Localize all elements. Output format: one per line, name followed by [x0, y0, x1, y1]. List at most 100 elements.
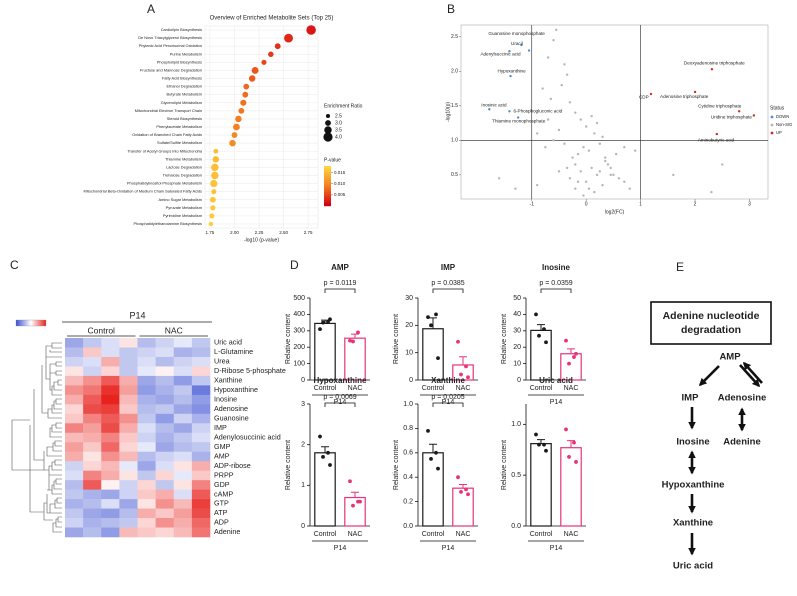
row-label: AMP [214, 451, 230, 460]
pathway-node: Adenosine [718, 393, 767, 404]
heatmap-cell [65, 338, 84, 348]
x-axis-label: P14 [442, 399, 455, 406]
point [537, 442, 541, 447]
size-legend-title: Enrichment Ratio [324, 103, 363, 109]
point [590, 114, 593, 118]
point-label: Adenylsuccinic acid [480, 51, 521, 56]
heatmap-cell [173, 461, 193, 471]
point [429, 457, 433, 461]
legend-title: Status [770, 105, 785, 111]
point [459, 372, 463, 377]
colorbar-step [324, 184, 331, 187]
point-label: Cytidine triphosphate [698, 104, 742, 109]
heatmap-cell [101, 385, 120, 396]
point [710, 190, 713, 194]
row-label: Uric acid [214, 338, 242, 347]
chart-title: Uric acid [539, 376, 573, 385]
x-tick-label: 2.00 [230, 230, 239, 235]
heatmap-cell [83, 470, 102, 481]
error-bar [351, 491, 359, 498]
bar [344, 496, 366, 527]
colorbar-step [324, 186, 331, 189]
heatmap-cell [119, 404, 138, 415]
x-tick-label: Control [314, 385, 337, 392]
point [546, 56, 550, 59]
heatmap-cell [65, 442, 84, 453]
heatmap-cell [173, 442, 193, 453]
chart-title: Hypoxanthine [314, 376, 367, 385]
point [623, 180, 626, 183]
heatmap-cell [65, 394, 84, 405]
point [544, 146, 547, 149]
heatmap-cell [191, 347, 211, 358]
heatmap-cell [119, 394, 138, 405]
heatmap-key [15, 319, 47, 327]
colorbar-step [324, 174, 331, 177]
dot [261, 59, 267, 65]
point [649, 92, 653, 96]
heatmap-cell [119, 499, 138, 509]
point [426, 428, 430, 433]
category-label: Sulfate/Sulfite Metabolism [157, 140, 202, 145]
category-label: Oxidation of Branched Chain Fatty Acids [132, 132, 202, 137]
size-legend-dot [324, 126, 332, 134]
colorbar-step [324, 166, 331, 169]
row-label: Adenine [214, 527, 240, 536]
colorbar-label: 0.005 [334, 192, 346, 197]
x-axis-label: -log10 (p-value) [244, 237, 279, 243]
point [590, 166, 593, 170]
point [628, 187, 631, 190]
colorbar-step [324, 170, 331, 173]
significance-bracket [540, 288, 572, 293]
pathway-node: Xanthine [673, 518, 713, 529]
y-axis-label: Relative content [501, 440, 508, 490]
row-label: Guanosine [214, 413, 249, 422]
heatmap-cell [101, 375, 120, 386]
row-label: GTP [214, 499, 229, 508]
x-tick-label: Control [530, 531, 553, 538]
point [509, 74, 512, 78]
x-tick-label: NAC [348, 385, 363, 392]
row-label: L-Glutamine [214, 347, 253, 356]
heatmap-cell [191, 527, 211, 538]
heatmap-cell [137, 385, 156, 396]
point [604, 156, 607, 159]
heatmap-cell [83, 385, 102, 396]
point [497, 177, 501, 180]
error-bar [537, 324, 545, 331]
y-tick-label: 0 [409, 377, 413, 384]
row-label: Adenylosuccinic acid [214, 432, 281, 441]
x-tick-label: 2.25 [255, 230, 264, 235]
x-axis-label: P14 [442, 545, 455, 552]
y-axis-label: -log10(p) [445, 102, 451, 122]
point [534, 312, 538, 317]
heatmap-cell [119, 442, 138, 453]
heatmap-cell [119, 518, 138, 528]
point [565, 73, 569, 76]
chart-title: AMP [331, 263, 349, 272]
colorbar-step [324, 178, 331, 181]
heatmap-header: P14 [129, 310, 145, 320]
point [598, 170, 602, 173]
chart-title: Inosine [542, 263, 571, 272]
category-label: Butyrate Metabolism [167, 92, 202, 97]
point [557, 170, 561, 173]
heatmap-cell [155, 527, 175, 538]
heatmap-cell [83, 366, 102, 377]
point [429, 323, 433, 328]
panel-letter: D [290, 258, 299, 272]
point [576, 152, 580, 156]
heatmap-cell [137, 366, 156, 377]
y-tick-label: 20 [405, 322, 413, 329]
size-legend-dot [325, 120, 331, 126]
point [710, 67, 714, 71]
heatmap-cell [119, 356, 138, 367]
point [436, 356, 440, 361]
error-bar [537, 439, 545, 444]
point [434, 312, 438, 317]
x-tick-label: Control [422, 531, 445, 538]
point [593, 132, 596, 135]
point [351, 339, 355, 344]
point [321, 320, 325, 325]
colorbar-step [324, 196, 331, 199]
